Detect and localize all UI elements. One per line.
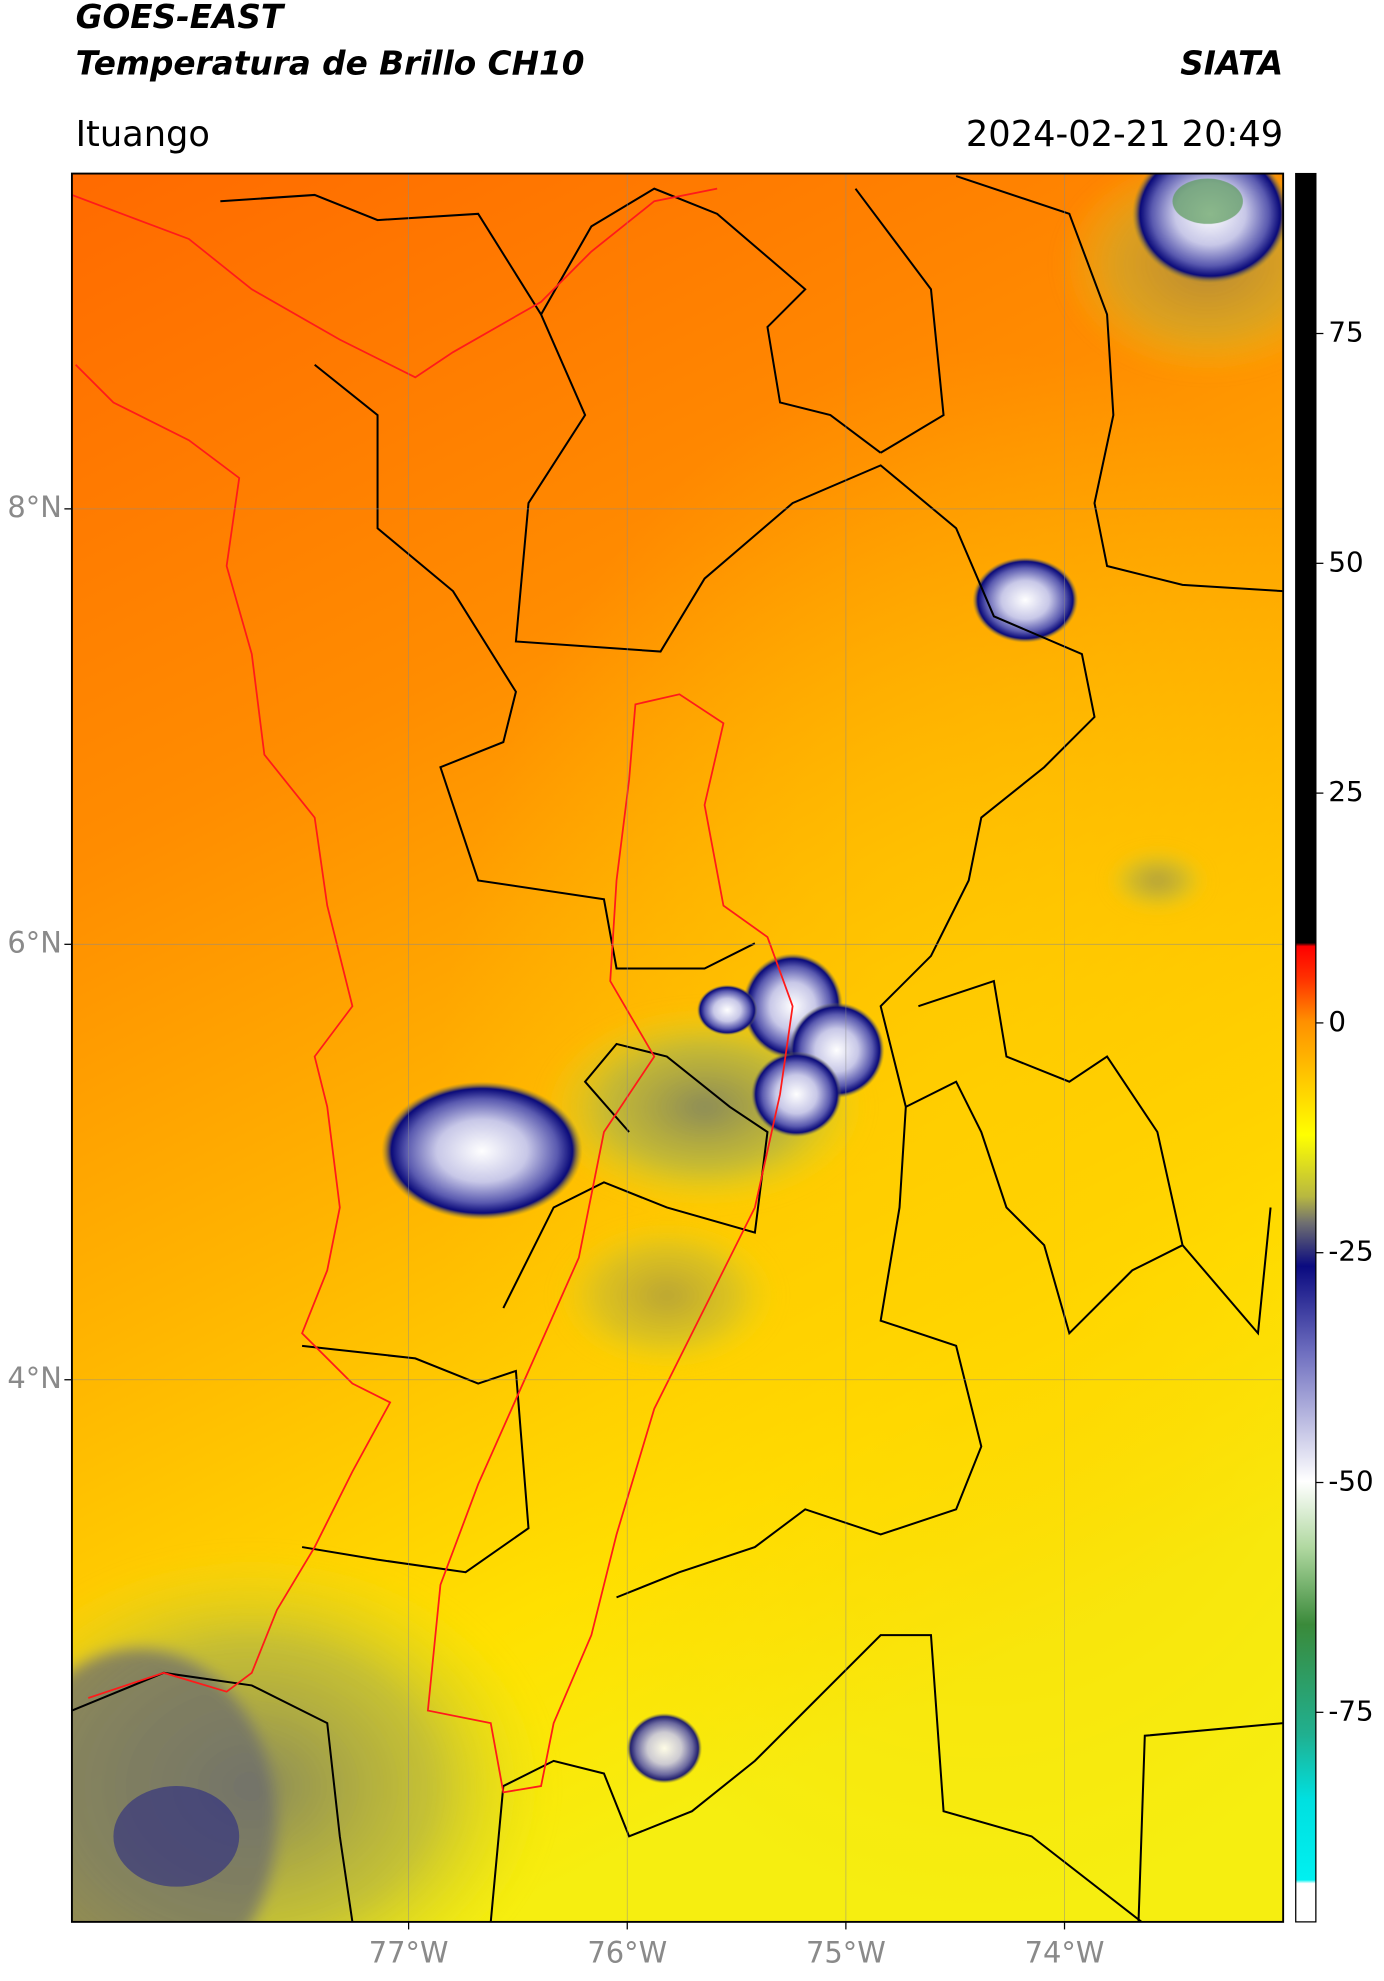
cloud-cell [381,1081,583,1221]
colorbar-tick-label: 0 [1328,1005,1346,1038]
borders [71,175,1284,1922]
colorbar-tick-label: -75 [1328,1694,1373,1727]
colorbar-tick-label: -50 [1328,1465,1373,1498]
border [220,193,1096,1599]
map [71,173,1284,1922]
cloud-cell [1172,178,1243,224]
location: Ituango [76,114,210,155]
lon-tick-label: 74°W [1025,1936,1105,1970]
timestamp: 2024-02-21 20:49 [966,114,1283,155]
title: GOES-EAST [76,0,286,36]
lon-tick-label: 77°W [369,1936,449,1970]
basin-outline [426,693,794,1794]
cloud-cell [751,1051,842,1138]
colorbar-tick-label: 75 [1328,316,1363,349]
lon-tick-label: 75°W [806,1936,886,1970]
border [905,1080,1183,1336]
brand: SIATA [1180,44,1283,82]
lat-tick-label: 6°N [7,925,61,959]
coastline [75,364,392,1699]
coastline-and-basin [71,187,794,1794]
colorbar-tick-label: 25 [1328,775,1363,808]
border [955,175,1284,593]
border [1137,1722,1284,1922]
border [489,1634,1144,1922]
ticks: 77°W 76°W 75°W 74°W 8°N 6°N 4°N 75 50 25 0 -25 -50 -7… [7,316,1373,1970]
lat-tick-label: 4°N [7,1361,61,1395]
cloud-cell [972,557,1079,643]
cloud-cell [113,1786,240,1887]
colorbar-tick-label: 50 [1328,545,1363,578]
cloud-field [1107,849,1208,912]
border [918,979,1272,1336]
lat-tick-label: 8°N [7,490,61,524]
map-frame [70,172,1285,1923]
border [540,187,882,454]
colorbar-tick-label: -25 [1328,1235,1373,1268]
lon-tick-label: 76°W [587,1936,667,1970]
cloud-cell [1132,173,1284,283]
border [301,1344,530,1574]
colorbar [1295,172,1317,1923]
cloud-cell [697,984,758,1036]
cloud-field [553,1220,781,1371]
coastline [71,187,718,379]
border [314,363,756,970]
subtitle: Temperatura de Brillo CH10 [76,44,585,82]
border [71,1671,354,1922]
grid [71,173,1284,1922]
border [854,188,945,454]
border [502,1042,769,1309]
cloud-cell [626,1713,703,1784]
